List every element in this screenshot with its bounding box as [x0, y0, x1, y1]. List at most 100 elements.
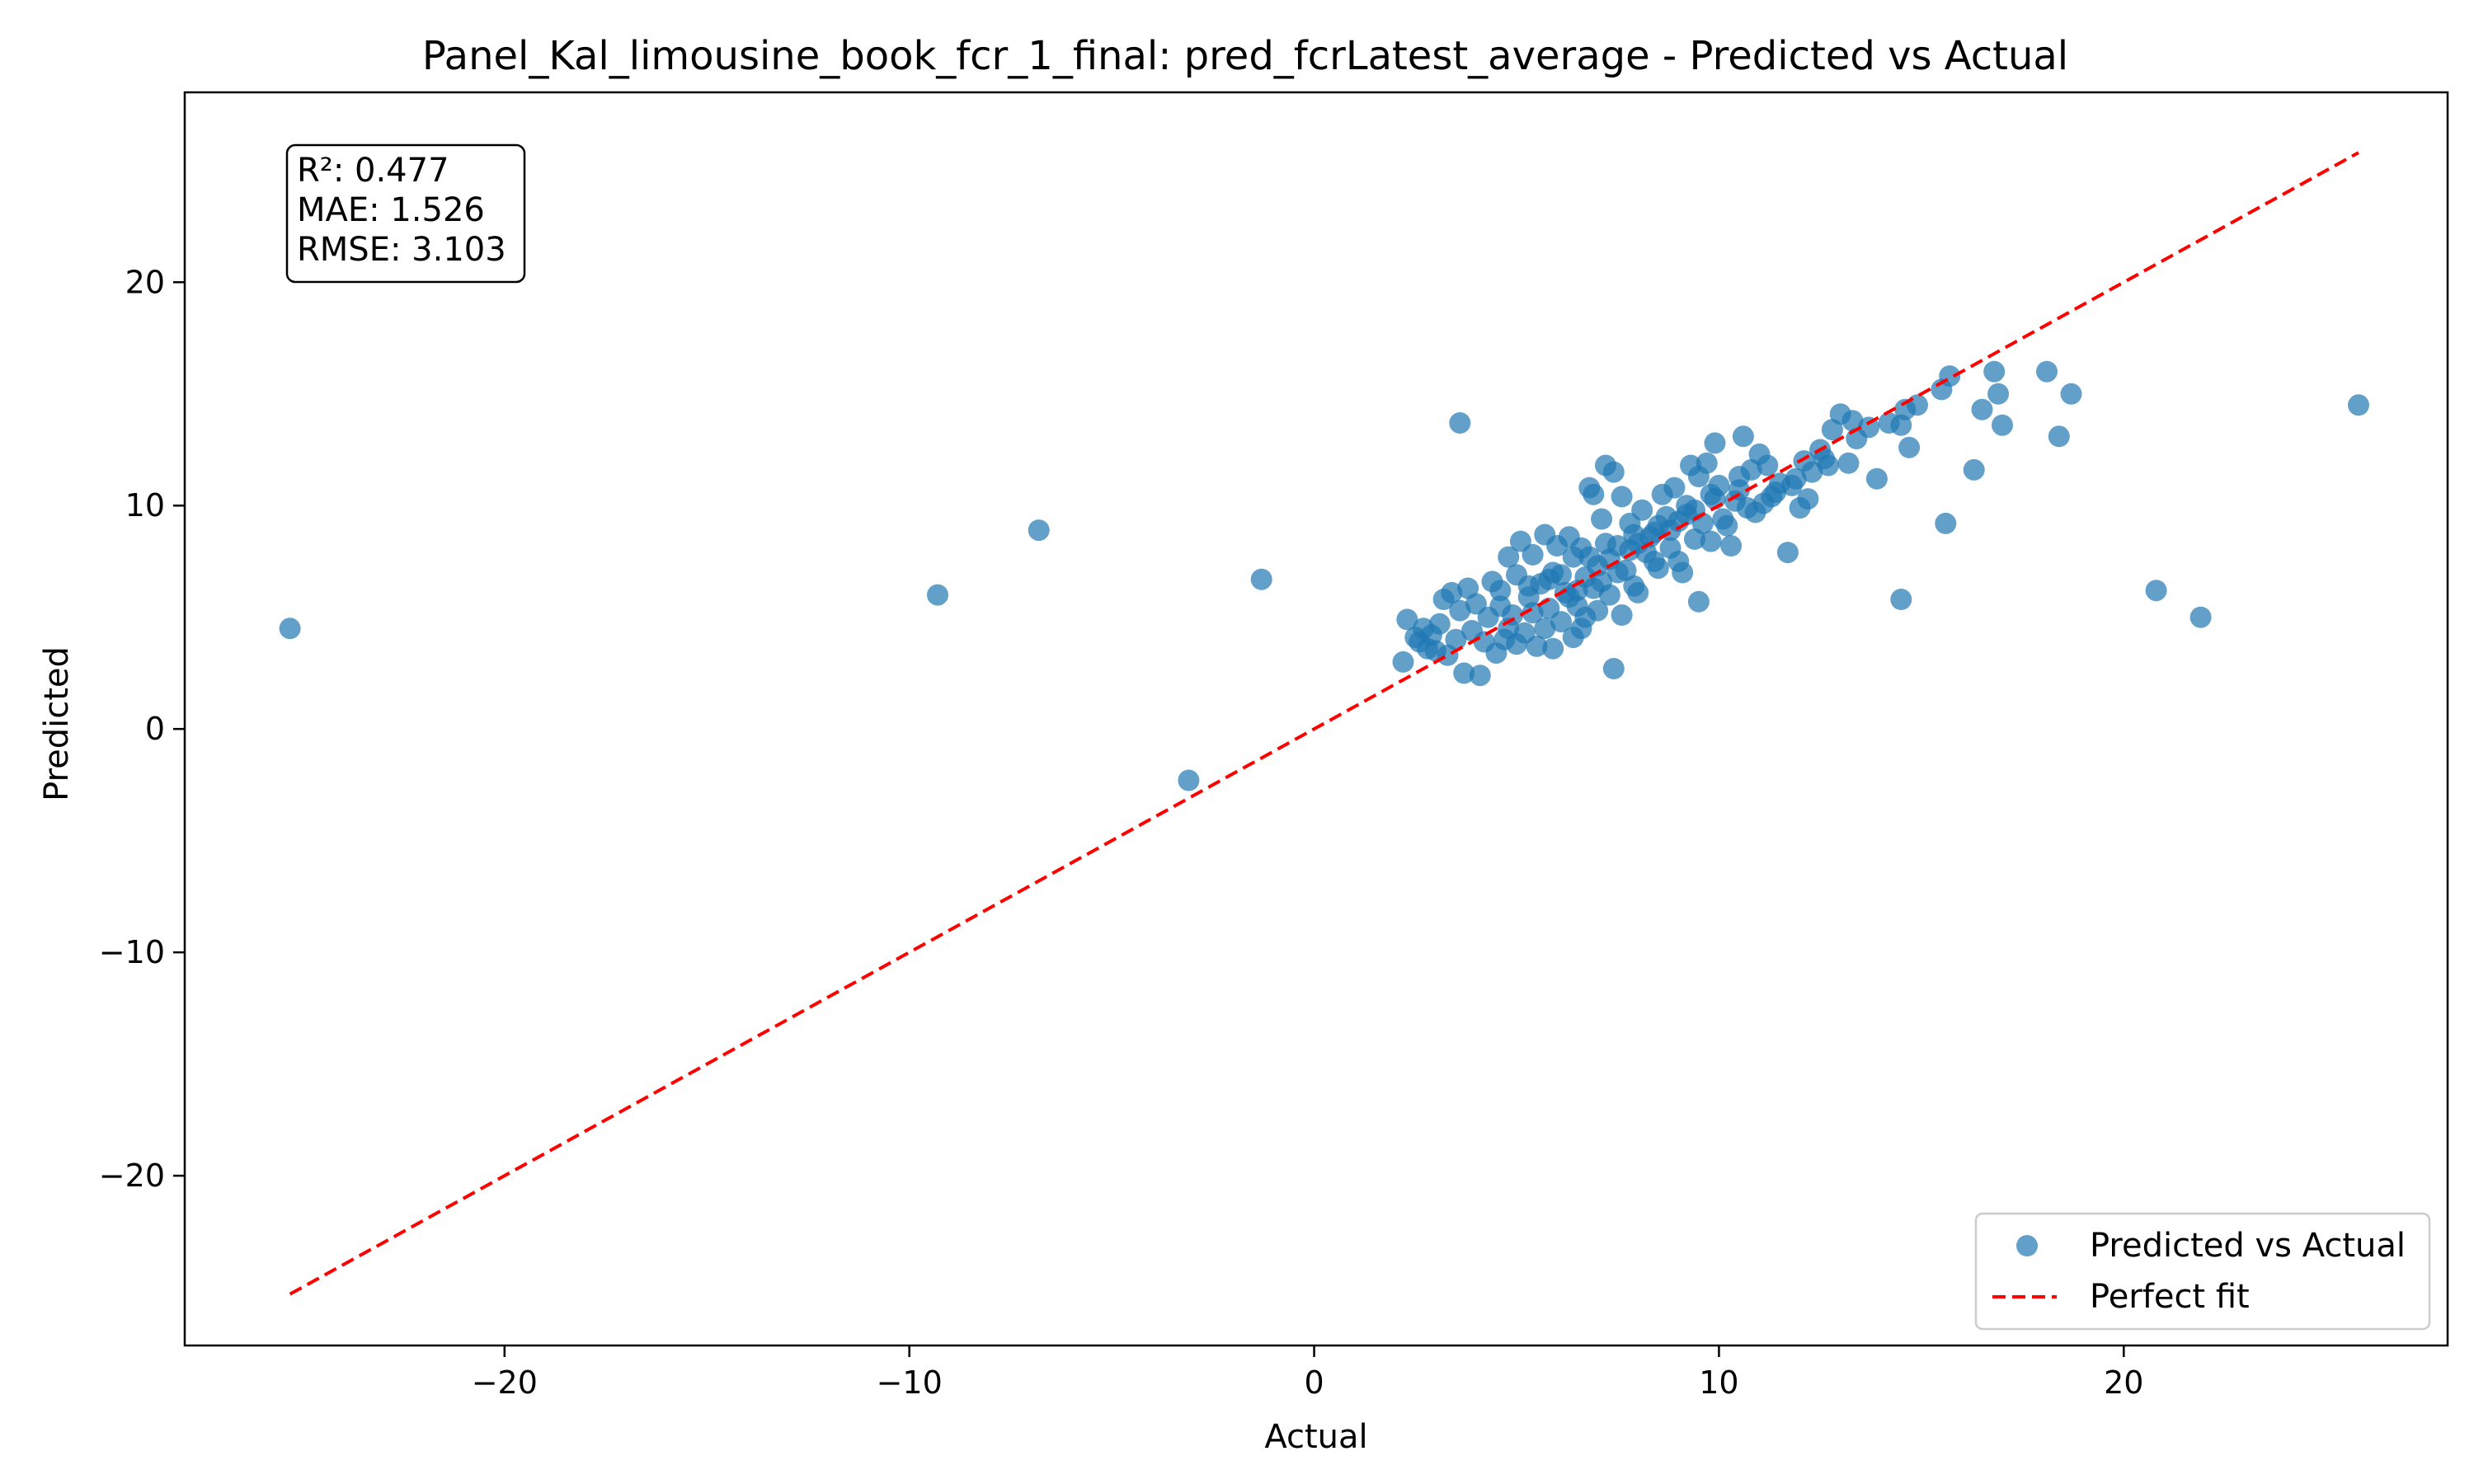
data-point: [1432, 589, 1455, 610]
data-point: [1992, 414, 2013, 436]
data-point: [1878, 412, 1900, 434]
y-axis: −20 −10 0 10 20: [99, 264, 185, 1194]
data-point: [1676, 504, 1698, 526]
x-tick-label: −10: [877, 1364, 943, 1401]
legend-scatter-marker: [2016, 1235, 2038, 1256]
data-point: [1635, 542, 1658, 564]
y-tick-label: −20: [99, 1158, 165, 1194]
data-point: [1509, 530, 1531, 552]
y-tick-label: 0: [145, 711, 165, 747]
data-point: [1700, 530, 1722, 552]
data-point: [1821, 419, 1843, 441]
data-point: [1684, 528, 1705, 550]
data-point: [1542, 637, 1564, 660]
data-point: [1489, 595, 1512, 618]
x-tick-label: −20: [472, 1364, 538, 1401]
data-point: [1890, 589, 1912, 610]
data-point: [1534, 618, 1556, 640]
y-tick-label: 10: [125, 487, 165, 524]
data-point: [1396, 608, 1418, 631]
r2-stat: R²: 0.477: [297, 152, 449, 190]
plot-area: −20 −10 0 10 20 −20 −10 0 10 20: [99, 91, 2449, 1401]
data-point: [1720, 535, 1743, 556]
rmse-stat: RMSE: 3.103: [297, 231, 506, 269]
data-point: [1813, 448, 1836, 470]
data-point: [1457, 577, 1479, 599]
data-point: [1538, 568, 1560, 590]
data-point: [1659, 537, 1681, 559]
data-point: [1461, 620, 1483, 641]
plot-frame: [183, 91, 2449, 1347]
data-point: [1534, 524, 1556, 546]
data-point: [1517, 575, 1540, 597]
data-point: [1865, 467, 1888, 490]
data-point: [1935, 512, 1957, 534]
data-point: [1729, 479, 1750, 501]
data-point: [1907, 394, 1928, 416]
y-tick-label: −10: [99, 934, 165, 970]
y-axis-label: Predicted: [38, 646, 76, 801]
data-point: [2189, 606, 2212, 628]
data-point: [1469, 665, 1491, 687]
data-point: [1611, 604, 1633, 626]
chart-title: Panel_Kal_limousine_book_fcr_1_final: pr…: [422, 33, 2068, 79]
x-tick-label: 0: [1304, 1364, 1324, 1401]
mae-stat: MAE: 1.526: [297, 191, 485, 229]
data-point: [1769, 472, 1791, 495]
legend-line-label: Perfect fit: [2090, 1278, 2250, 1316]
data-point: [1987, 383, 2010, 405]
data-point: [1898, 436, 1921, 458]
data-point: [1789, 497, 1811, 519]
data-point: [1028, 519, 1050, 542]
data-point: [1591, 571, 1613, 593]
data-point: [2036, 360, 2058, 383]
x-tick-label: 20: [2104, 1364, 2143, 1401]
data-point: [1680, 454, 1702, 477]
data-point: [1250, 568, 1272, 590]
data-point: [1449, 599, 1471, 622]
perfect-fit-line: [289, 151, 2359, 1296]
data-point: [1655, 505, 1677, 528]
data-point: [1732, 425, 1754, 448]
y-tick-label: 20: [125, 264, 165, 300]
data-point: [1404, 627, 1427, 649]
data-point: [1506, 633, 1527, 655]
data-point: [1481, 571, 1503, 593]
data-point: [1453, 662, 1475, 684]
legend-frame: [1974, 1212, 2431, 1331]
data-point: [1776, 542, 1799, 564]
data-point: [1602, 658, 1625, 679]
data-point: [927, 584, 948, 606]
legend: Predicted vs Actual Perfect fit: [1974, 1212, 2431, 1331]
x-axis: −20 −10 0 10 20: [472, 1345, 2143, 1401]
data-point: [1963, 458, 1985, 481]
data-point: [1574, 606, 1597, 628]
data-point: [279, 618, 301, 640]
data-point: [1971, 398, 1993, 420]
data-point: [1983, 360, 2006, 383]
data-point: [1392, 650, 1414, 673]
data-point: [1651, 483, 1673, 505]
data-point: [1704, 432, 1726, 454]
data-point: [1736, 497, 1758, 519]
data-point: [1562, 627, 1584, 649]
x-axis-label: Actual: [1264, 1418, 1367, 1456]
data-point: [2348, 394, 2369, 416]
data-point: [1627, 581, 1649, 603]
data-point: [2060, 383, 2082, 405]
data-point: [1522, 602, 1544, 624]
stats-box: R²: 0.477 MAE: 1.526 RMSE: 3.103: [285, 143, 526, 284]
data-point: [1578, 477, 1601, 499]
stats-box-frame: [285, 143, 526, 284]
data-point: [1643, 521, 1665, 543]
data-point: [1837, 452, 1860, 474]
data-point: [1578, 546, 1601, 568]
data-point: [1647, 557, 1669, 580]
points-layer: [279, 360, 2369, 791]
legend-scatter-label: Predicted vs Actual: [2090, 1227, 2406, 1265]
data-point: [1591, 508, 1613, 530]
data-point: [1687, 590, 1710, 613]
data-point: [1178, 769, 1200, 791]
data-point: [2048, 425, 2070, 448]
